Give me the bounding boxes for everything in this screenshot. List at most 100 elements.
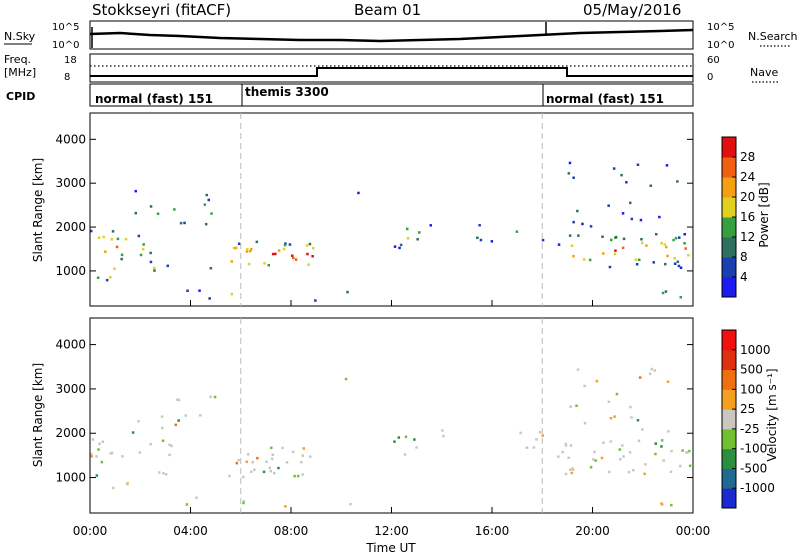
- power-echo-cell: [305, 244, 309, 247]
- x-tick-label: 16:00: [475, 524, 510, 538]
- velocity-echo-cell: [621, 444, 624, 447]
- velocity-echo-cell: [613, 415, 616, 418]
- velocity-echo-cell: [162, 472, 165, 475]
- power-echo-cell: [672, 238, 675, 242]
- power-echo-cell: [567, 172, 571, 175]
- power-echo-cell: [246, 248, 249, 251]
- velocity-echo-cell: [608, 470, 611, 474]
- velocity-echo-cell: [593, 450, 596, 454]
- power-echo-cell: [612, 167, 616, 170]
- velocity-echo-cell: [519, 431, 522, 435]
- power-echo-cell: [179, 221, 183, 225]
- power-echo-cell: [589, 225, 593, 228]
- power-echo-cell: [588, 258, 592, 262]
- power-echo-cell: [183, 221, 186, 225]
- velocity-echo-cell: [592, 458, 595, 461]
- velocity-colorbar-swatch: [722, 488, 736, 509]
- power-echo-cell: [406, 237, 410, 240]
- power-echo-cell: [116, 237, 120, 241]
- power-echo-cell: [357, 191, 360, 195]
- noise-left-tick-top: 10^5: [52, 22, 79, 33]
- velocity-echo-cell: [90, 455, 93, 458]
- power-echo-cell: [274, 252, 277, 256]
- power-echo-cell: [207, 198, 210, 202]
- velocity-echo-cell: [681, 449, 684, 452]
- power-echo-cell: [142, 243, 145, 246]
- velocity-echo-cell: [109, 452, 112, 455]
- velocity-echo-cell: [589, 466, 593, 469]
- velocity-ytick-label: 4000: [55, 338, 86, 352]
- velocity-echo-cell: [641, 428, 644, 431]
- power-echo-cell: [666, 254, 669, 258]
- power-echo-cell: [641, 241, 644, 245]
- power-echo-cell: [630, 217, 634, 221]
- power-colorbar-label: Power [dB]: [757, 182, 771, 247]
- power-echo-cell: [640, 238, 643, 241]
- noise-panel: N.Sky N.Search 10^5 10^0 10^5 10^0: [4, 20, 798, 51]
- velocity-echo-cell: [344, 377, 348, 381]
- power-colorbar-swatch: [722, 157, 736, 178]
- power-echo-cell: [137, 234, 141, 238]
- velocity-echo-cell: [629, 405, 632, 409]
- power-echo-cell: [608, 265, 612, 269]
- power-echo-cell: [134, 211, 137, 215]
- power-echo-cell: [173, 208, 176, 211]
- power-echo-cell: [90, 229, 93, 233]
- velocity-echo-cell: [174, 423, 177, 427]
- power-echo-cell: [291, 254, 294, 257]
- power-echo-cell: [620, 173, 623, 177]
- power-colorbar-swatch: [722, 137, 736, 158]
- power-echo-cell: [660, 241, 663, 245]
- power-echo-cell: [283, 243, 287, 247]
- velocity-echo-cell: [95, 455, 98, 458]
- power-echo-cell: [607, 204, 610, 207]
- power-echo-cell: [288, 243, 292, 246]
- cpid-frame: [89, 83, 694, 107]
- velocity-echo-cell: [569, 405, 572, 408]
- x-axis: 00:00 04:00 08:00 12:00 16:00 20:00 00:00: [73, 524, 711, 538]
- velocity-echo-cell: [213, 395, 217, 399]
- power-echo-cell: [139, 253, 143, 257]
- velocity-colorbar-tick-label: 500: [740, 363, 763, 377]
- velocity-echo-cell: [575, 404, 578, 407]
- power-panel: Slant Range [km] 1000 2000 3000 4000: [31, 112, 694, 307]
- velocity-echo-cell: [195, 496, 198, 499]
- power-echo-cell: [110, 238, 113, 241]
- power-echo-cell: [610, 238, 613, 242]
- velocity-echo-cell: [688, 449, 691, 453]
- power-echo-cell: [478, 224, 481, 227]
- power-echo-cell: [576, 209, 579, 213]
- velocity-ytick-label: 3000: [55, 382, 86, 396]
- velocity-echo-cell: [301, 473, 304, 476]
- power-echo-cell: [652, 261, 655, 264]
- velocity-echo-cell: [404, 435, 408, 438]
- date-title: 05/May/2016: [583, 1, 681, 19]
- velocity-echo-cell: [177, 419, 180, 422]
- power-colorbar: 4 8 12 16 20 24 28: [721, 136, 755, 298]
- velocity-echo-cell: [296, 474, 300, 478]
- velocity-echo-cell: [100, 460, 104, 464]
- power-echo-cell: [634, 258, 638, 261]
- power-echo-cell: [658, 215, 661, 219]
- velocity-echo-cell: [571, 467, 574, 470]
- velocity-echo-cell: [607, 400, 611, 403]
- cpid-segment-2: themis 3300: [245, 85, 329, 99]
- velocity-echo-cell: [199, 414, 202, 417]
- velocity-echo-cell: [403, 453, 407, 456]
- velocity-colorbar-tick-label: 25: [740, 402, 755, 416]
- nsky-label: N.Sky: [4, 30, 36, 43]
- velocity-echo-cell: [110, 451, 114, 455]
- velocity-echo-cell: [90, 452, 93, 456]
- velocity-echo-cell: [302, 447, 305, 450]
- velocity-echo-cell: [564, 442, 568, 446]
- power-echo-cell: [476, 236, 479, 239]
- cpid-strip: CPID normal (fast) 151 themis 3300 norma…: [6, 83, 694, 107]
- freq-label: Freq.: [4, 53, 31, 66]
- mhz-label: [MHz]: [4, 66, 36, 79]
- velocity-echo-cell: [177, 398, 181, 402]
- velocity-echo-cell: [245, 460, 248, 464]
- power-echo-cell: [490, 240, 494, 243]
- velocity-colorbar-label: Velocity [m s⁻¹]: [765, 368, 779, 461]
- power-echo-cell: [247, 262, 251, 266]
- x-tick-label: 08:00: [274, 524, 309, 538]
